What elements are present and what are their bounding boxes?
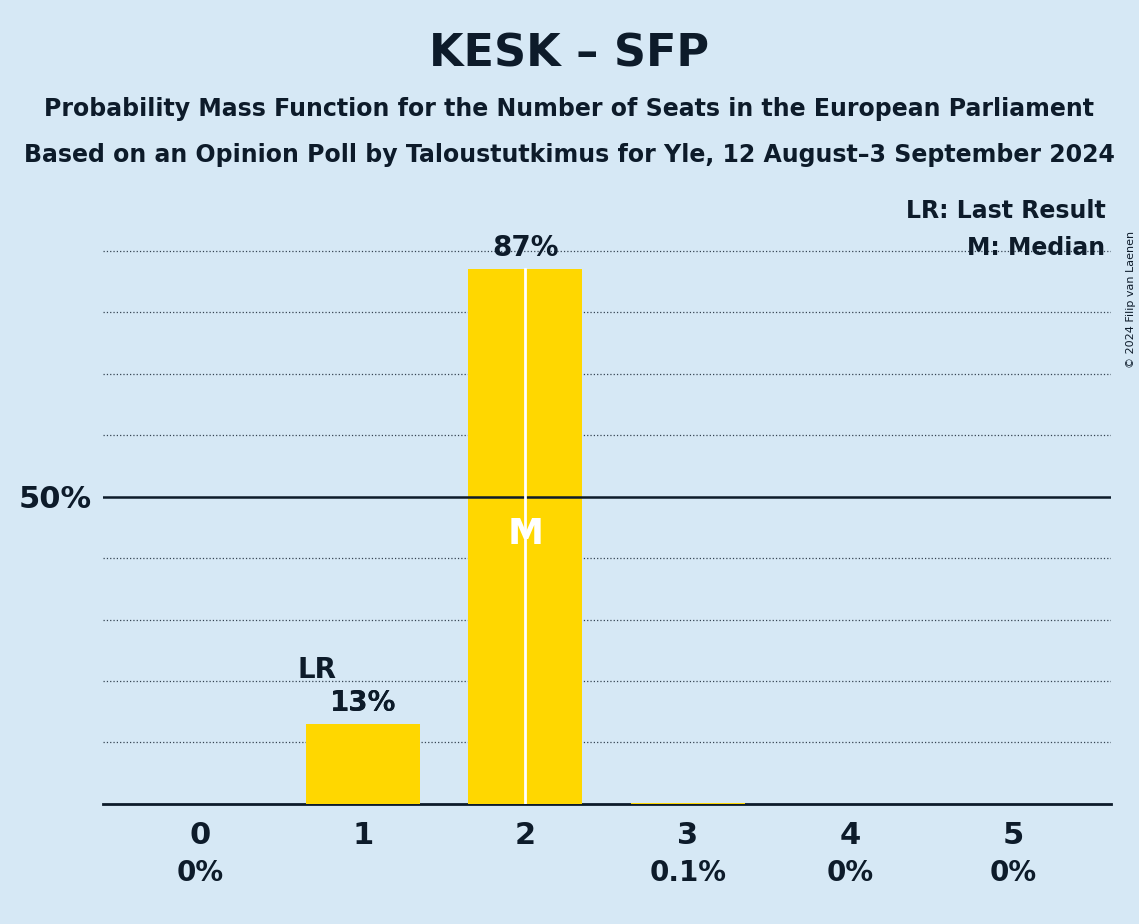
Text: 13%: 13% [329, 688, 396, 717]
Text: LR: LR [297, 656, 337, 684]
Text: M: M [507, 517, 543, 551]
Text: LR: Last Result: LR: Last Result [906, 199, 1106, 223]
Bar [468, 269, 582, 804]
Text: Based on an Opinion Poll by Taloustutkimus for Yle, 12 August–3 September 2024: Based on an Opinion Poll by Taloustutkim… [24, 143, 1115, 167]
Text: © 2024 Filip van Laenen: © 2024 Filip van Laenen [1125, 231, 1136, 368]
Text: 13%: 13% [329, 688, 396, 717]
Text: Probability Mass Function for the Number of Seats in the European Parliament: Probability Mass Function for the Number… [44, 97, 1095, 121]
Text: 87%: 87% [492, 234, 558, 261]
Text: KESK – SFP: KESK – SFP [429, 32, 710, 76]
Bar [305, 724, 419, 804]
Text: 0%: 0% [827, 859, 874, 887]
Text: 0.1%: 0.1% [649, 859, 727, 887]
Text: M: Median: M: Median [967, 236, 1106, 260]
Text: 0%: 0% [177, 859, 223, 887]
Text: 0%: 0% [990, 859, 1036, 887]
